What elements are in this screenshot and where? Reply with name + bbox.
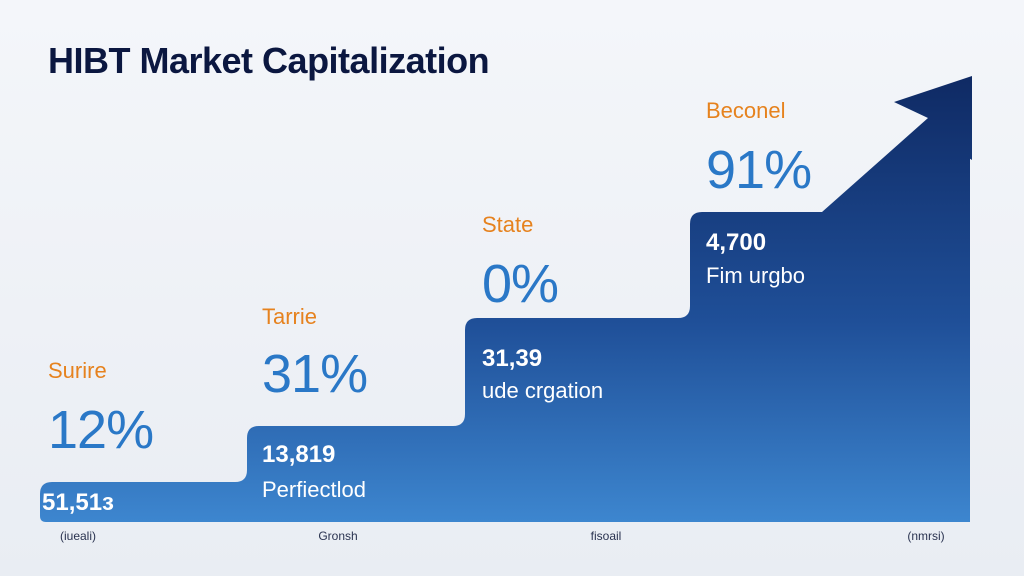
x-axis-tick-label-3: fisoail bbox=[591, 529, 622, 543]
stage-percentage-4: 91% bbox=[706, 140, 811, 200]
stage-value-1: 51,51з bbox=[42, 489, 114, 516]
stage-value-4: 4,700 bbox=[706, 229, 766, 256]
stage-label-4: Beconel bbox=[706, 98, 786, 123]
chart-title: HIBT Market Capitalization bbox=[48, 40, 490, 81]
stage-label-1: Surire bbox=[48, 358, 107, 383]
stage-percentage-2: 31% bbox=[262, 344, 367, 404]
stage-description-4: Fim urgbo bbox=[706, 263, 805, 288]
stage-percentage-3: 0% bbox=[482, 254, 558, 314]
stage-value-3: 31,39 bbox=[482, 345, 542, 372]
x-axis-tick-label-2: Gronsh bbox=[318, 529, 357, 543]
x-axis-tick-label-4: (nmrsi) bbox=[907, 529, 944, 543]
stage-label-2: Tarrie bbox=[262, 304, 317, 329]
stage-description-3: ude crgation bbox=[482, 378, 603, 403]
x-axis-tick-label-1: (iueali) bbox=[60, 529, 96, 543]
stage-description-2: Perfiectlod bbox=[262, 477, 366, 502]
stair-area-series bbox=[40, 76, 972, 522]
stage-label-3: State bbox=[482, 212, 533, 237]
stage-value-2: 13,819 bbox=[262, 441, 335, 468]
stage-percentage-1: 12% bbox=[48, 400, 153, 460]
